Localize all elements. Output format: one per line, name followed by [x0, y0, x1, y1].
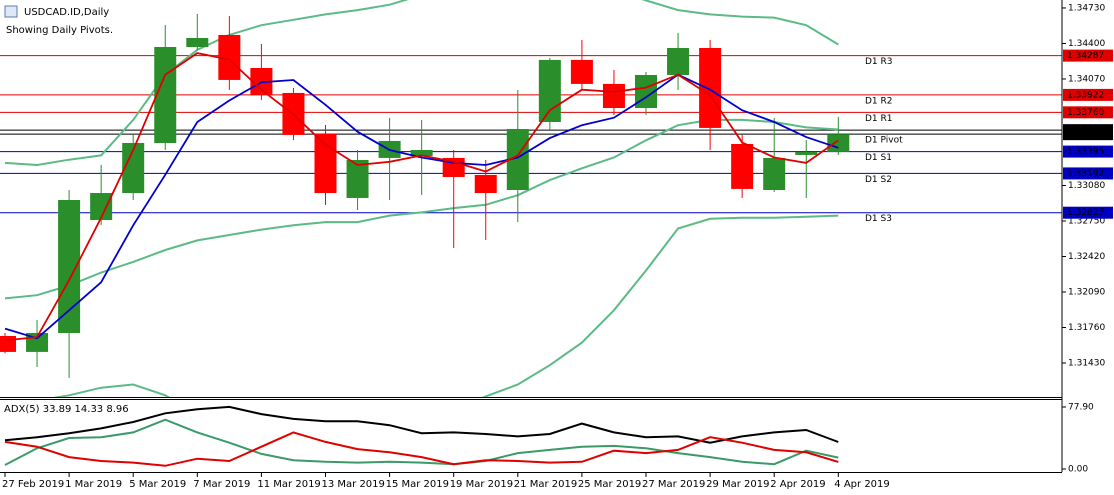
candle-body: [827, 134, 850, 152]
candle-body: [90, 193, 113, 221]
pivot-price-box: [1063, 106, 1113, 119]
indicator-line: [4, 418, 839, 466]
x-tick-label: 27 Feb 2019: [2, 479, 64, 490]
pivot-price-label: 1.33760: [1067, 108, 1104, 118]
x-tick-label: 4 Apr 2019: [834, 479, 889, 490]
pivot-price-box: [1063, 88, 1113, 101]
y-tick-label: 1.32750: [1068, 216, 1105, 226]
chart-subtitle: Showing Daily Pivots.: [6, 25, 113, 36]
x-tick-label: 21 Mar 2019: [514, 479, 577, 490]
x-tick-label: 15 Mar 2019: [386, 479, 449, 490]
overlay-line: [4, 52, 839, 342]
y-tick-label: 1.32420: [1068, 252, 1105, 262]
candle-body: [570, 59, 593, 84]
candle-body: [314, 133, 337, 194]
candle-body: [538, 59, 561, 123]
indicator-line: [4, 431, 839, 467]
indicator-y-tick-label: 0.00: [1068, 465, 1088, 475]
pivot-price-label: 1.34287: [1067, 51, 1104, 61]
x-tick-label: 25 Mar 2019: [578, 479, 641, 490]
y-tick-label: 1.34400: [1068, 39, 1105, 49]
candle-body: [346, 159, 369, 198]
candle-body: [699, 47, 722, 128]
y-tick-label: 1.31430: [1068, 359, 1105, 369]
indicator-pane: [4, 405, 839, 467]
indicator-y-tick-label: 77.90: [1068, 403, 1094, 413]
pivot-name: D1 Pivot: [865, 136, 903, 146]
x-tick-label: 2 Apr 2019: [770, 479, 825, 490]
pivot-price-box: [1063, 49, 1113, 62]
overlay-line: [4, 73, 839, 340]
pivot-name: D1 S3: [865, 214, 892, 224]
candle-body: [763, 157, 786, 191]
chart-title: USDCAD.ID,Daily: [24, 7, 109, 18]
candle-body: [795, 151, 818, 155]
candle-body: [731, 143, 754, 189]
x-tick-label: 29 Mar 2019: [706, 479, 769, 490]
y-tick-label: 1.31760: [1068, 323, 1105, 333]
x-tick-label: 27 Mar 2019: [642, 479, 705, 490]
pivot-price-box: [1063, 145, 1113, 158]
candle-body: [474, 174, 497, 194]
x-tick-label: 1 Mar 2019: [65, 479, 122, 490]
candle-body: [0, 335, 16, 352]
bid-price-box: [1063, 124, 1113, 137]
candle-body: [218, 34, 241, 80]
pivot-name: D1 R2: [865, 96, 893, 106]
overlay-line: [4, 0, 839, 167]
y-tick-label: 1.33080: [1068, 181, 1105, 191]
y-tick-label: 1.34070: [1068, 74, 1105, 84]
pivot-price-box: [1063, 167, 1113, 180]
pivot-name: D1 S1: [865, 153, 892, 163]
pivot-name: D1 R3: [865, 57, 893, 67]
pivot-price-label: 1.33192: [1067, 169, 1104, 179]
candle-body: [506, 128, 529, 191]
pivot-price-label: 1.33922: [1067, 90, 1104, 100]
overlay-line: [52, 214, 839, 397]
x-tick-label: 5 Mar 2019: [129, 479, 186, 490]
price-pane: [0, 0, 1062, 397]
y-tick-label: 1.32090: [1068, 287, 1105, 297]
pivot-name: D1 R1: [865, 114, 893, 124]
candle-body: [602, 83, 625, 109]
candle-body: [667, 47, 690, 75]
pivot-price-label: 1.32827: [1067, 208, 1104, 218]
pivot-price-label: 1.33395: [1067, 147, 1104, 157]
candle-body: [410, 149, 433, 157]
x-tick-label: 19 Mar 2019: [450, 479, 513, 490]
indicator-title: ADX(5) 33.89 14.33 8.96: [4, 404, 129, 415]
candle-body: [58, 200, 81, 333]
candle-body: [122, 142, 145, 194]
x-tick-label: 11 Mar 2019: [257, 479, 320, 490]
candle-body: [186, 37, 209, 48]
x-tick-label: 7 Mar 2019: [193, 479, 250, 490]
pivot-name: D1 S2: [865, 175, 892, 185]
x-tick-label: 13 Mar 2019: [322, 479, 385, 490]
symbol-icon: [4, 5, 18, 18]
bid-price-label: 1.33557: [1067, 126, 1104, 136]
pivot-price-box: [1063, 206, 1113, 219]
y-tick-label: 1.34730: [1068, 3, 1105, 13]
